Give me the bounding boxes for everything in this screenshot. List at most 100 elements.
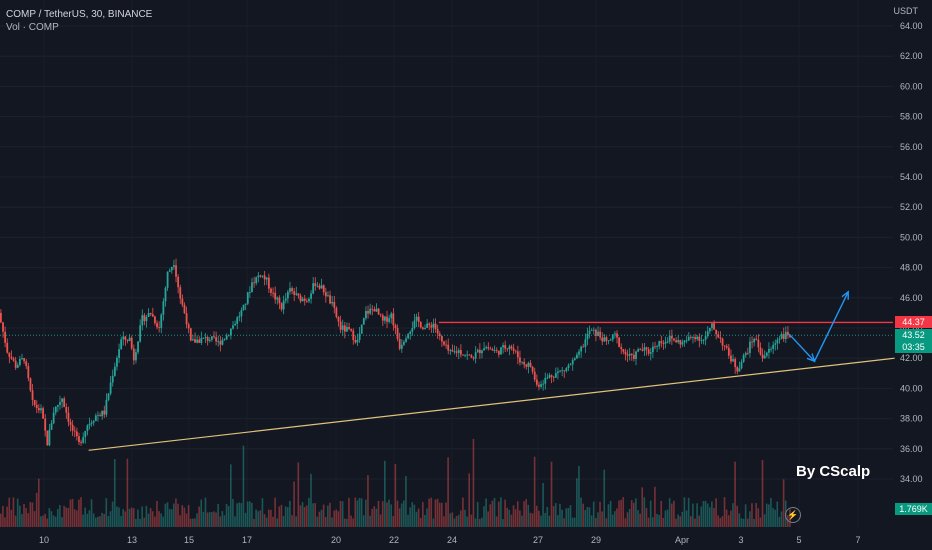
volume-bar [272, 516, 274, 527]
volume-bar [367, 475, 369, 527]
volume-bar [719, 517, 722, 527]
candle-body [531, 366, 534, 372]
candle-body [185, 313, 188, 325]
candle-body [514, 350, 517, 352]
volume-bar [481, 517, 483, 527]
volume-bar [18, 505, 21, 527]
candle-body [322, 285, 325, 293]
volume-bar [69, 499, 72, 527]
volume-bar [611, 514, 614, 527]
candle-body [535, 379, 538, 385]
volume-bar [662, 517, 665, 527]
candle-body [700, 340, 703, 342]
candle-body [350, 328, 353, 331]
arrow-head-down [806, 353, 816, 363]
candle-body [282, 300, 285, 310]
candle-body [403, 341, 405, 345]
volume-bar [734, 461, 736, 527]
candle-body [658, 341, 661, 347]
candle-body [71, 424, 74, 431]
candle-body [738, 368, 741, 372]
volume-bar [229, 464, 232, 527]
volume-bar [474, 518, 477, 527]
candle-body [459, 350, 462, 355]
volume-value-badge: 1.769K [895, 503, 932, 515]
candle-body [37, 408, 40, 411]
candle-body [485, 347, 488, 349]
currency-label[interactable]: USDT [893, 6, 919, 16]
candle-body [759, 347, 762, 355]
candle-body [413, 320, 416, 328]
volume-bar [61, 517, 63, 527]
candle-body [107, 393, 110, 400]
volume-bar [46, 518, 49, 527]
time-axis[interactable]: 10 13 15 17 20 22 24 27 29 Apr 3 5 7 [39, 535, 861, 545]
volume-bar [436, 498, 439, 527]
volume-bar [206, 512, 209, 527]
volume-bar [453, 518, 456, 527]
volume-bar [618, 500, 620, 527]
candle-body [299, 295, 302, 302]
volume-bar [432, 518, 435, 527]
price-axis[interactable]: 34.00 36.00 38.00 40.00 42.00 44.00 46.00 48.00… [900, 21, 923, 484]
volume-bar [472, 438, 475, 527]
volume-bar [464, 509, 466, 527]
candle-body [187, 324, 190, 329]
candle-body [177, 276, 180, 288]
volume-bar [312, 503, 314, 527]
volume-bar [324, 517, 327, 527]
volume-bar [221, 511, 224, 527]
candle-body [369, 308, 372, 314]
candle-body [787, 331, 789, 336]
volume-bar [204, 497, 207, 527]
candle-body [348, 327, 350, 329]
candle-body [440, 335, 443, 342]
candle-body [497, 350, 500, 355]
volume-bar [16, 498, 19, 527]
volume-bar [99, 516, 101, 527]
candle-body [208, 339, 211, 341]
last-price-badge: 43.52 [895, 329, 932, 341]
candle-body [774, 343, 777, 345]
candle-body [538, 384, 540, 387]
candle-body [301, 298, 304, 302]
support-trendline[interactable] [88, 357, 895, 451]
volume-bar [25, 508, 27, 527]
volume-bar [33, 511, 36, 527]
candles [0, 258, 791, 447]
candle-body [428, 323, 431, 326]
candle-body [48, 429, 51, 446]
candle-body [120, 339, 123, 350]
volume-bar [533, 456, 536, 527]
volume-bar [270, 509, 272, 527]
volume-bar [381, 501, 384, 527]
volume-bar [343, 518, 346, 527]
candle-body [426, 323, 429, 329]
symbol-title[interactable]: COMP / TetherUS, 30, BINANCE [6, 9, 153, 20]
volume-bar [599, 501, 601, 527]
candle-body [595, 329, 597, 336]
candle-body [54, 406, 57, 413]
volume-bar [358, 498, 361, 527]
volume-bar [586, 506, 589, 527]
trend-lines[interactable] [0, 290, 895, 451]
volume-bar [308, 497, 310, 527]
volume-bar [643, 497, 646, 527]
candle-body [719, 337, 722, 339]
volume-bar [371, 508, 373, 527]
candle-body [126, 339, 129, 341]
volume-bar [576, 478, 578, 527]
lightning-icon[interactable]: ⚡ [785, 507, 801, 523]
candle-body [502, 345, 504, 348]
candle-body [274, 292, 277, 300]
candle-body [542, 383, 545, 385]
candle-body [578, 351, 580, 355]
volume-bar [407, 514, 409, 527]
volume-bar [776, 501, 779, 527]
candle-body [544, 377, 547, 384]
volume-label[interactable]: Vol · COMP [6, 22, 59, 33]
volume-bar [571, 517, 574, 527]
candle-body [641, 349, 644, 351]
x-tick-label: 20 [331, 535, 341, 545]
